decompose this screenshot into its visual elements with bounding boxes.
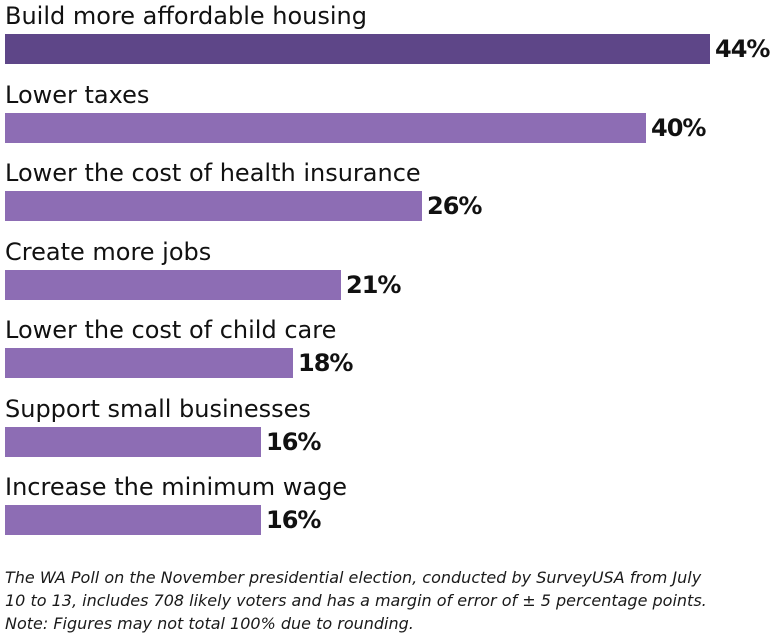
bar-row: Lower the cost of child care 18% (0, 314, 780, 394)
poll-description: The WA Poll on the November presidential… (5, 568, 702, 587)
category-label: Increase the minimum wage (5, 473, 348, 501)
value-label: 16% (266, 506, 321, 534)
bar (5, 269, 341, 300)
bar (5, 34, 710, 64)
category-label: Lower the cost of child care (5, 316, 337, 344)
bar-chart: Build more affordable housing 44% Lower ta… (0, 0, 780, 551)
bar (5, 112, 646, 143)
category-label: Create more jobs (5, 237, 212, 266)
bar-row: Support small businesses 16% (0, 393, 780, 473)
value-label: 40% (651, 113, 706, 142)
category-label: Lower the cost of health insurance (5, 159, 421, 187)
category-label: Build more affordable housing (5, 2, 368, 30)
bar-row: Lower taxes 40% (0, 79, 780, 159)
value-label: 18% (298, 349, 353, 377)
poll-description-continued: 10 to 13, includes 708 likely voters and… (5, 591, 707, 610)
category-label: Lower taxes (5, 80, 150, 109)
value-label: 44% (715, 35, 770, 63)
bar (5, 191, 422, 221)
category-label: Support small businesses (5, 394, 311, 423)
value-label: 21% (346, 270, 401, 299)
bar-row: Create more jobs 21% (0, 236, 780, 316)
value-label: 16% (266, 427, 321, 456)
value-label: 26% (427, 192, 482, 220)
bar (5, 348, 293, 378)
bar-row: Lower the cost of health insurance 26% (0, 157, 780, 237)
bar-row: Increase the minimum wage 16% (0, 471, 780, 551)
bar (5, 505, 261, 535)
bar (5, 426, 261, 457)
chart-notes: The WA Poll on the November presidential… (5, 566, 775, 635)
bar-row: Build more affordable housing 44% (0, 0, 780, 80)
rounding-note: Note: Figures may not total 100% due to … (5, 614, 414, 633)
